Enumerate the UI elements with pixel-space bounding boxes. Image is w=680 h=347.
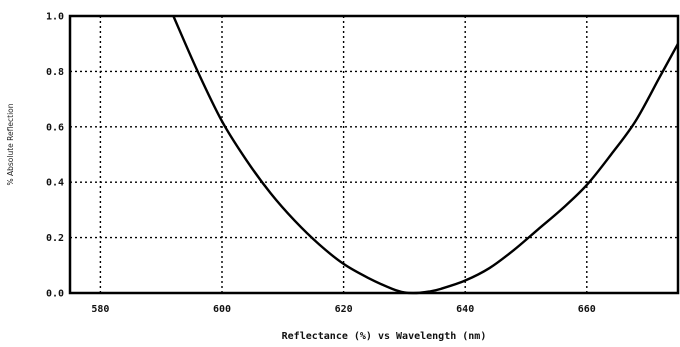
- y-tick-label: 0.6: [46, 122, 64, 133]
- series-layer: [172, 15, 680, 295]
- y-tick-label: 0.8: [46, 67, 64, 78]
- x-tick-label: 580: [91, 304, 109, 315]
- reflectance-curve: [172, 15, 680, 295]
- tick-labels: 580 600 620 640 660 0.0 0.2 0.4 0.6 0.8 1.0: [46, 12, 596, 316]
- y-tick-label: 0.2: [46, 233, 64, 244]
- grid: [70, 16, 678, 293]
- x-tick-label: 660: [578, 304, 596, 315]
- x-axis-title: Reflectance (%) vs Wavelength (nm): [282, 331, 487, 342]
- y-tick-label: 0.0: [46, 289, 64, 300]
- y-axis-title: % Absolute Reflection: [6, 103, 15, 185]
- y-tick-label: 0.4: [46, 178, 64, 189]
- plot-frame: [68, 14, 680, 295]
- x-tick-label: 600: [213, 304, 231, 315]
- y-tick-label: 1.0: [46, 12, 64, 23]
- x-tick-label: 640: [456, 304, 474, 315]
- x-tick-label: 620: [335, 304, 353, 315]
